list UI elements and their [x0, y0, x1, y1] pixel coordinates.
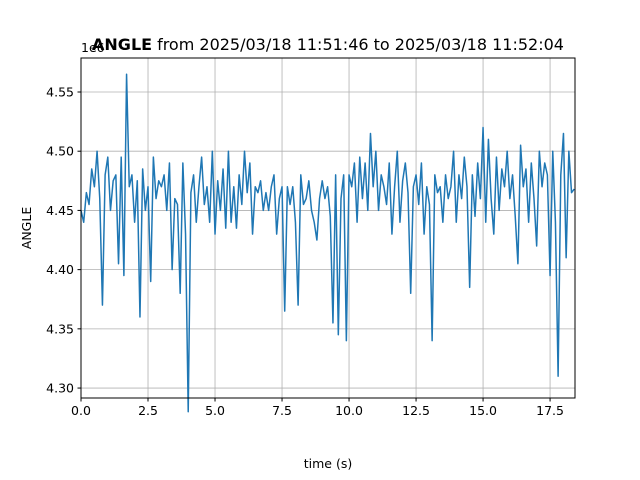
- data-line: [80, 73, 575, 413]
- title-range: from 2025/03/18 11:51:46 to 2025/03/18 1…: [157, 35, 564, 54]
- y-tick-label: 4.55: [46, 84, 74, 99]
- x-tick-label: 12.5: [402, 403, 430, 418]
- x-tick-label: 5.0: [205, 403, 225, 418]
- x-tick-label: 7.5: [272, 403, 292, 418]
- x-axis-label: time (s): [304, 456, 352, 471]
- x-tick-label: 15.0: [469, 403, 497, 418]
- y-offset-label: 1e6: [81, 40, 105, 55]
- chart-title: ANGLE from 2025/03/18 11:51:46 to 2025/03…: [92, 35, 564, 54]
- x-tick-label: 0.0: [71, 403, 91, 418]
- title-name: ANGLE: [92, 35, 152, 54]
- y-axis-label: ANGLE: [19, 207, 34, 250]
- y-tick-label: 4.35: [46, 321, 74, 336]
- x-tick-label: 17.5: [536, 403, 564, 418]
- y-tick-label: 4.30: [46, 381, 74, 396]
- y-tick-label: 4.45: [46, 203, 74, 218]
- x-tick-label: 10.0: [335, 403, 363, 418]
- axes-frame: [80, 57, 576, 399]
- y-tick-label: 4.40: [46, 262, 74, 277]
- x-tick-label: 2.5: [138, 403, 158, 418]
- y-tick-label: 4.50: [46, 144, 74, 159]
